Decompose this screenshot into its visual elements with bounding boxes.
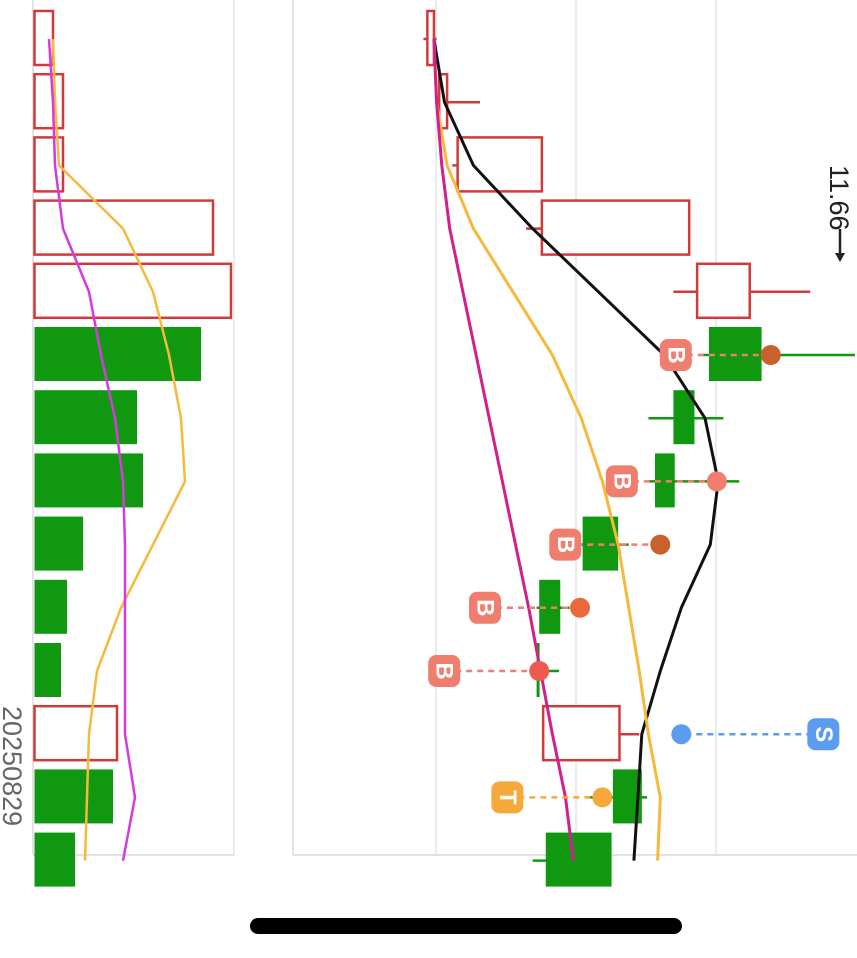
price-panel: B B B B B S T	[292, 0, 857, 887]
volume-bar	[33, 704, 119, 762]
candle-body	[456, 136, 544, 193]
signal-dot	[650, 534, 671, 555]
signal-t[interactable]: T	[491, 781, 613, 814]
volume-bar	[34, 769, 113, 824]
candle	[673, 262, 811, 320]
signal-badge	[428, 655, 461, 687]
home-indicator[interactable]	[250, 918, 682, 934]
volume-ma-magenta-line	[47, 38, 137, 861]
volume-bar	[34, 516, 83, 571]
candle	[648, 390, 724, 445]
signal-b[interactable]: B	[659, 339, 781, 371]
signal-b[interactable]: B	[549, 528, 671, 561]
volume-bar	[34, 390, 137, 445]
candle-body	[426, 9, 436, 67]
candle-body	[539, 579, 561, 634]
candle	[526, 199, 691, 256]
candle-body	[545, 832, 612, 887]
volume-bar	[33, 72, 65, 130]
signal-b[interactable]: B	[428, 655, 550, 687]
price-marker-label: 11.66	[824, 165, 854, 231]
price-marker: 11.66	[824, 165, 854, 262]
signal-label: T	[494, 790, 521, 805]
volume-bar	[33, 9, 55, 67]
price-ma-magenta-line	[432, 38, 575, 861]
signal-dot	[671, 724, 692, 745]
candle-body	[655, 453, 675, 508]
volume-bar	[34, 327, 201, 381]
signal-dot	[592, 787, 613, 808]
signal-b[interactable]: B	[469, 591, 590, 624]
signal-s[interactable]: S	[671, 718, 840, 751]
signal-label: S	[810, 726, 837, 742]
signal-label: B	[472, 599, 499, 616]
signal-badge	[605, 465, 638, 498]
signal-label: B	[431, 662, 458, 679]
candle-body	[540, 199, 691, 256]
signal-label: B	[662, 346, 689, 363]
signal-badge	[549, 528, 582, 561]
volume-bar	[34, 453, 143, 508]
signal-badge	[807, 718, 840, 751]
candle	[532, 832, 612, 887]
candle-body	[541, 704, 621, 762]
price-marker-arrowhead	[835, 253, 845, 262]
signal-badge	[491, 781, 524, 814]
volume-ma-orange-line	[51, 38, 187, 861]
volume-bar	[33, 262, 233, 320]
price-ma-black-line	[432, 38, 720, 861]
signal-b[interactable]: B	[605, 465, 727, 498]
signal-dot	[760, 345, 781, 365]
volume-bar	[34, 643, 61, 697]
date-label: 20250829	[0, 706, 27, 826]
candle	[541, 704, 640, 762]
label-layer: 20250829 11.66	[0, 165, 854, 826]
signal-dot	[570, 597, 590, 618]
price-ma-orange-line	[432, 38, 662, 861]
candle-body	[695, 262, 751, 320]
signal-badge	[659, 339, 692, 371]
signal-badge	[469, 591, 501, 624]
signal-label: B	[608, 473, 635, 490]
volume-bar	[34, 579, 67, 634]
signal-dot	[529, 661, 550, 681]
candle-body	[673, 390, 695, 445]
signal-dot	[706, 471, 727, 492]
signal-label: B	[552, 536, 579, 553]
volume-panel	[32, 0, 235, 887]
volume-bar	[34, 832, 75, 887]
